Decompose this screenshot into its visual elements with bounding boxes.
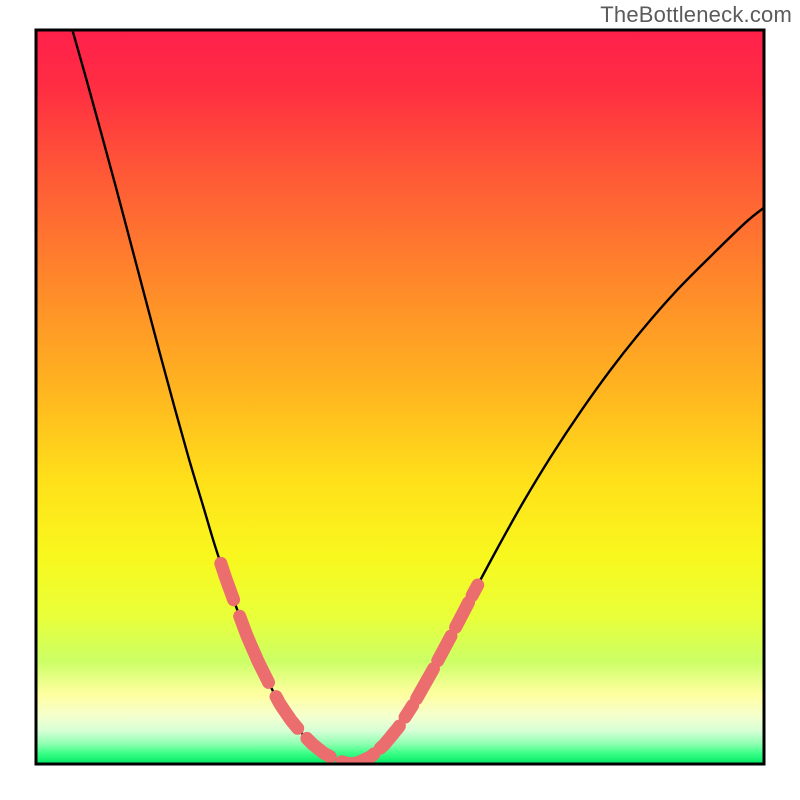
chart-container: TheBottleneck.com — [0, 0, 800, 800]
plot-background — [36, 30, 764, 764]
marker-dash — [405, 705, 413, 717]
marker-dash — [472, 585, 478, 596]
watermark-text: TheBottleneck.com — [600, 2, 792, 28]
bottleneck-chart — [0, 0, 800, 800]
